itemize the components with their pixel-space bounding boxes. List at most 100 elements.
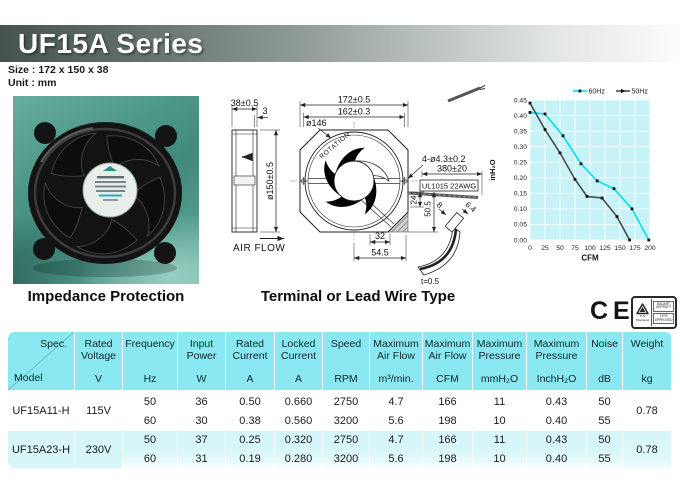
dim-frame-label: 172±0.5 [338,95,370,105]
y-tick-label: 0.15 [514,191,527,198]
weight-cell: 0.78 [623,430,672,468]
x-tick-label: 175 [629,245,641,252]
airflow-label: AIR FLOW [233,243,285,254]
dim-diameter-label: ø150±0.5 [265,162,275,200]
data-point [595,179,599,183]
x-tick-label: 100 [584,245,596,252]
col-input-power: Input Power W [178,332,226,392]
tuv-approval-line1: BAUART GEPRÜFT [653,300,674,312]
model-cell: UF15A23-H [8,430,75,468]
data-point [558,151,562,155]
tuv-triangle-icon [636,303,649,315]
y-tick-label: 0.05 [514,222,527,229]
dim-flange-label: 3 [262,106,267,116]
tuv-brand-label: TÜV Rheinland [635,314,650,322]
data-point [647,238,651,242]
wire-spec-label: UL1015 22AWG [422,182,477,191]
dim-circle-label: ø146 [306,118,327,128]
y-tick-label: 0.25 [514,160,527,167]
page-title: UF15A Series [18,28,204,59]
dim-50-5-label: 50.5 [424,201,433,217]
title-bar: UF15A Series [0,25,680,62]
dim-depth-label: 38±0.5 [231,98,258,108]
legend-label: 50Hz [632,89,649,96]
col-pressure-mm: Maximum Pressure mmH₂O [473,332,527,392]
table-header-row: Spec. Model Rated Voltage V Frequency Hz I… [8,332,672,392]
x-tick-label: 75 [571,245,579,252]
table-row: UF15A11-H 115V 50 36 0.50 0.660 2750 4.7 16… [8,392,672,430]
legend-marker [578,89,582,93]
y-tick-label: 0.20 [514,175,527,182]
x-axis-title: CFM [581,254,599,263]
x-tick-label: 125 [599,245,611,252]
col-rated-current: Rated Current A [226,332,275,392]
col-rated-voltage: Rated Voltage V [75,332,123,392]
dim-pitch-label: 162±0.3 [338,107,370,117]
performance-chart: 0.00 0.05 0.10 0.15 0.20 0.25 0.30 0.35 0.40 0.45… [483,83,680,268]
voltage-cell: 115V [75,392,123,430]
col-weight: Weight kg [623,332,672,392]
terminal-thickness-label: t=0.5 [421,277,440,286]
col-speed: Speed RPM [323,332,370,392]
side-view-dims [231,105,284,242]
col-locked-current: Locked Current A [275,332,323,392]
dim-54-5-label: 54.5 [371,248,389,258]
fan-photo [13,96,199,284]
side-view [231,129,258,233]
table-row: 60 30 0.38 0.560 3200 5.6 198 10 0.40 55 [8,411,672,430]
legend-marker [621,88,626,94]
data-point [543,128,547,131]
size-info: Size : 172 x 150 x 38 Unit : mm [8,64,108,89]
spec-table: Spec. Model Rated Voltage V Frequency Hz I… [8,332,672,468]
technical-drawing: 38±0.5 3 ø150±0.5 AIR FLOW [231,85,485,286]
y-tick-label: 0.30 [514,144,527,151]
legend-label: 60Hz [589,89,606,96]
y-tick-label: 0.10 [514,206,527,213]
table-row: 60 31 0.19 0.280 3200 5.6 198 10 0.40 55 [8,449,672,468]
col-airflow-cfm: Maximum Air Flow CFM [423,332,473,392]
dim-holes-label: 4-ø4.3±0.2 [422,154,465,164]
col-pressure-inch: Maximum Pressure InchH₂O [527,332,587,392]
x-tick-label: 200 [644,245,656,252]
front-view-dims [299,85,485,276]
data-point [561,134,565,138]
photo-caption: Impedance Protection [27,288,185,305]
data-point [630,207,634,211]
table-row: UF15A23-H 230V 50 37 0.25 0.320 2750 4.7 16… [8,430,672,468]
size-label: Size : 172 x 150 x 38 [8,64,109,76]
dim-wire-length-label: 380±20 [437,164,467,174]
data-point [585,195,589,198]
front-view: ROTATION [290,121,418,241]
y-tick-label: 0.35 [514,128,527,135]
data-point [615,215,619,219]
data-point [600,196,604,200]
spec-model-corner: Spec. Model [8,332,75,392]
ce-mark: CE [590,297,635,325]
tuv-approval-line2: TYPE APPROVED [653,313,674,325]
y-tick-label: 0.45 [514,97,527,104]
y-tick-label: 0.00 [514,237,527,244]
terminal-dim-a-label: 8 [435,200,445,210]
y-axis-title: inH₂O [488,159,497,180]
data-point [528,101,532,105]
y-tick-label: 0.40 [514,113,527,120]
x-tick-label: 25 [541,245,549,252]
fan-photo-art [27,122,182,277]
data-point [528,111,532,114]
dim-24-label: 24 [410,195,419,204]
series-50Hz [529,102,631,241]
dim-32-label: 32 [375,231,385,241]
x-tick-label: 0 [528,245,532,252]
model-cell: UF15A11-H [8,392,75,430]
x-tick-label: 50 [556,245,564,252]
unit-label: Unit : mm [8,76,57,89]
data-point [612,187,616,191]
col-frequency: Frequency Hz [123,332,178,392]
series-60Hz [529,111,650,241]
data-point [628,238,631,242]
data-point [543,112,547,116]
fan-blades [27,123,177,272]
weight-cell: 0.78 [623,392,672,430]
col-airflow-m3: Maximum Air Flow m³/min. [370,332,423,392]
